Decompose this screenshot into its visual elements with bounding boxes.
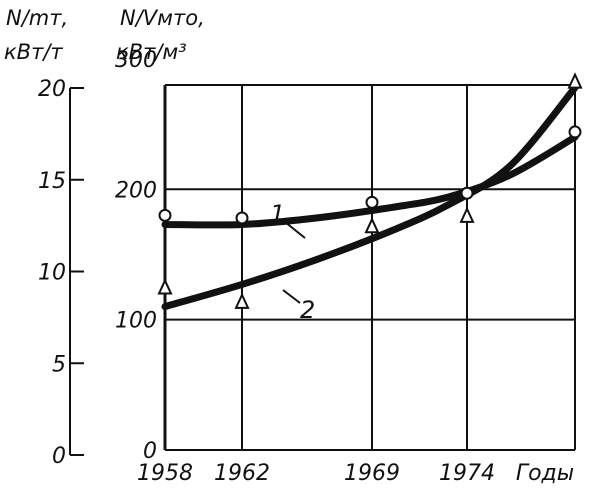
series-1-point [158, 208, 172, 222]
series-labels: 12 [270, 200, 315, 324]
series-1-point [365, 195, 379, 209]
series-2-point [364, 216, 380, 234]
series-1-point [460, 186, 474, 200]
right-axis-title: N/Vмто, [120, 6, 205, 30]
right-tick-label: 300 [115, 48, 157, 73]
series-2-label: 2 [300, 296, 315, 324]
series-2-point [157, 278, 173, 295]
x-axis-label: Годы [516, 461, 574, 486]
left-axis-unit: кВт/т [4, 40, 63, 64]
x-tick-label: 1974 [439, 461, 495, 486]
series-markers [157, 72, 583, 309]
series-2-point [459, 206, 475, 223]
series-2-point [234, 292, 250, 309]
x-tick-label: 1962 [214, 461, 270, 486]
left-tick-label: 15 [38, 169, 66, 194]
series-2-point [567, 72, 583, 89]
series-2-leader [282, 289, 301, 304]
left-tick-label: 20 [38, 77, 66, 102]
series-1-line [161, 133, 579, 229]
series-2-line [161, 84, 579, 311]
left-tick-label: 10 [38, 261, 66, 286]
series-1-label: 1 [270, 200, 285, 228]
right-tick-label: 0 [143, 439, 157, 464]
series-curves [161, 84, 579, 311]
right-tick-label: 100 [115, 309, 157, 334]
left-tick-label: 5 [52, 352, 66, 377]
series-1-leader [284, 221, 306, 239]
series-1-point [235, 211, 249, 225]
right-tick-label: 200 [115, 178, 157, 203]
left-tick-label: 0 [52, 444, 66, 469]
right-axis-unit: кВт/м³ [116, 40, 187, 64]
x-tick-label: 1969 [344, 461, 400, 486]
left-axis-title: N/mт, [6, 6, 69, 30]
x-tick-label: 1958 [137, 461, 193, 486]
series-1-point [568, 125, 582, 139]
axes [69, 84, 576, 456]
grid-lines [165, 85, 575, 450]
